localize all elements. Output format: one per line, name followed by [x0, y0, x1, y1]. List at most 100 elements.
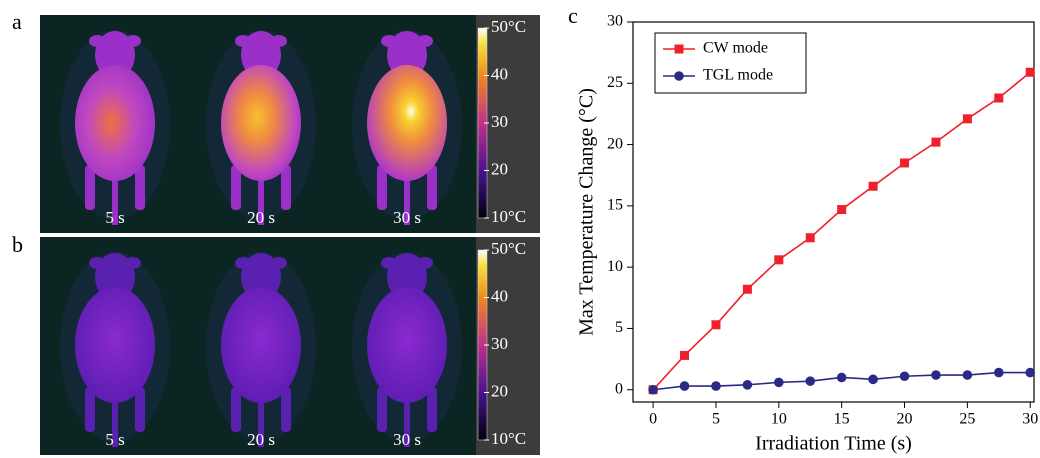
y-tick-label: 10 — [607, 258, 623, 275]
plot-frame — [632, 21, 1035, 403]
marker — [837, 205, 847, 215]
thermal-dog — [60, 30, 170, 225]
thermal-dog — [352, 30, 462, 225]
marker — [868, 181, 878, 191]
thermal-dog — [206, 252, 316, 447]
y-tick-label: 25 — [607, 74, 623, 91]
dog-body — [367, 65, 447, 181]
marker — [648, 384, 658, 395]
legend-box — [654, 32, 807, 94]
legend-label: CW mode — [703, 40, 768, 57]
x-tick-label: 20 — [897, 411, 913, 428]
panel-letter: c — [568, 3, 578, 28]
dog-leg — [281, 387, 291, 432]
marker — [900, 158, 910, 168]
dog-tail — [404, 180, 410, 225]
marker — [836, 372, 847, 383]
marker — [899, 371, 910, 382]
x-axis-label: Irradiation Time (s) — [755, 433, 912, 455]
dog-ear — [89, 257, 105, 269]
marker — [742, 380, 753, 390]
x-tick-label: 0 — [649, 411, 657, 428]
image-label: 30 s — [393, 430, 421, 449]
dog-tail — [112, 402, 118, 447]
colorbar-label: 20 — [491, 159, 508, 178]
dog-leg — [231, 165, 241, 210]
thermal-dog — [60, 252, 170, 447]
marker — [680, 350, 690, 360]
dog-ear — [381, 35, 397, 47]
legend-marker — [674, 71, 684, 81]
y-tick-label: 5 — [615, 319, 623, 336]
y-axis-label: Max Temperature Change (°C) — [576, 88, 598, 336]
image-label: 20 s — [247, 208, 275, 227]
marker — [994, 93, 1004, 103]
panel-letter: b — [12, 232, 23, 257]
dog-body — [221, 287, 301, 403]
dog-ear — [89, 35, 105, 47]
dog-leg — [85, 387, 95, 432]
marker — [711, 381, 721, 391]
dog-tail — [112, 180, 118, 225]
y-tick-label: 20 — [607, 135, 623, 152]
x-tick-label: 25 — [959, 411, 975, 428]
dog-ear — [235, 257, 251, 269]
x-tick-label: 5 — [712, 411, 720, 428]
marker — [679, 381, 690, 391]
colorbar-label: 40 — [491, 64, 508, 83]
dog-body — [75, 65, 155, 181]
marker — [1025, 367, 1036, 378]
y-tick-label: 0 — [615, 380, 623, 397]
y-tick-label: 30 — [607, 13, 623, 30]
legend-label: TGL mode — [703, 67, 773, 84]
dog-ear — [271, 257, 287, 269]
dog-leg — [377, 165, 387, 210]
marker — [742, 284, 752, 294]
panel-letter: a — [12, 9, 22, 34]
image-label: 5 s — [105, 430, 124, 449]
colorbar-label: 50°C — [491, 17, 526, 36]
dog-tail — [258, 402, 264, 447]
marker — [774, 377, 784, 388]
colorbar-label: 50°C — [491, 239, 526, 258]
dog-leg — [427, 165, 437, 210]
colorbar-label: 40 — [491, 286, 508, 305]
dog-leg — [231, 387, 241, 432]
line-chart: 0 5 10 15 20 25 30 0 5 10 15 20 25 30 Irradiation Time… — [576, 13, 1039, 455]
marker — [962, 370, 973, 380]
colorbar-label: 10°C — [491, 207, 526, 226]
dog-ear — [381, 257, 397, 269]
dog-ear — [417, 35, 433, 47]
image-label: 30 s — [393, 208, 421, 227]
marker — [868, 374, 878, 385]
legend: CW mode TGL mode — [654, 32, 807, 94]
dog-body — [221, 65, 301, 181]
dog-ear — [417, 257, 433, 269]
colorbar-label: 30 — [491, 334, 508, 353]
dog-leg — [135, 387, 145, 432]
marker — [1025, 67, 1035, 77]
image-label: 20 s — [247, 430, 275, 449]
marker — [711, 320, 721, 330]
colorbar-label: 20 — [491, 381, 508, 400]
dog-ear — [235, 35, 251, 47]
colorbar-label: 10°C — [491, 429, 526, 448]
thermal-images: 5 s 20 s 30 s 50°C 40 30 20 10°C 5 s 20 s 30 s 50°C… — [40, 15, 540, 455]
marker — [805, 376, 816, 386]
dog-tail — [404, 402, 410, 447]
dog-ear — [125, 257, 141, 269]
colorbar-label: 30 — [491, 112, 508, 131]
dog-ear — [125, 35, 141, 47]
x-tick-label: 10 — [771, 411, 787, 428]
marker — [962, 114, 972, 124]
y-tick-label: 15 — [607, 197, 623, 214]
dog-leg — [85, 165, 95, 210]
marker — [994, 367, 1004, 378]
series-line — [652, 71, 1031, 391]
dog-leg — [281, 165, 291, 210]
marker — [931, 370, 941, 380]
marker — [805, 233, 815, 243]
dog-leg — [377, 387, 387, 432]
marker — [931, 137, 941, 147]
